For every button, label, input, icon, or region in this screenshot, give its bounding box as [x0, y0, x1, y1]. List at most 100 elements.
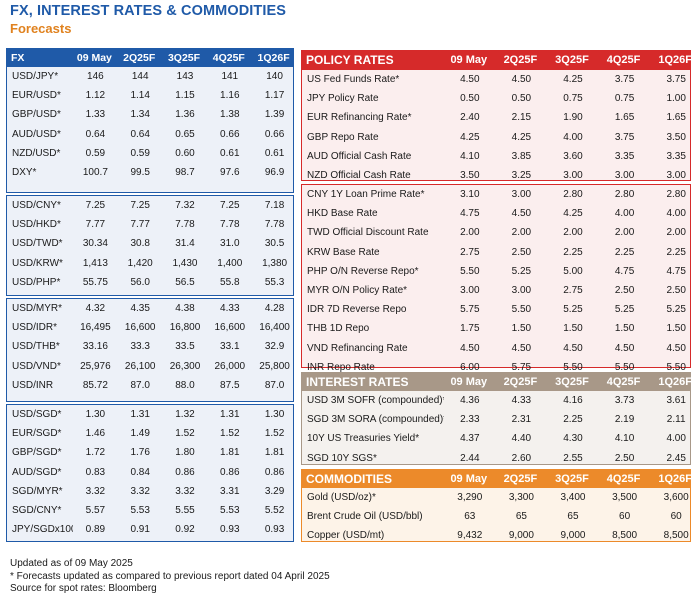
row-label: AUD/SGD*	[12, 466, 62, 478]
table-cell: 56.5	[175, 276, 195, 288]
footnote-source: Source for spot rates: Bloomberg	[10, 583, 157, 594]
table-cell: 16,400	[259, 322, 290, 334]
footnotes: Updated as of 09 May 2025 * Forecasts up…	[10, 558, 330, 596]
row-label: EUR/USD*	[12, 90, 61, 102]
table-cell: 4.38	[175, 303, 195, 315]
table-cell: 33.16	[82, 341, 108, 353]
row-label: SGD 10Y SGS*	[307, 452, 377, 464]
row-label: HKD Base Rate	[307, 208, 378, 220]
table-cell: 2.33	[460, 414, 480, 426]
table-cell: 1.31	[130, 409, 150, 421]
table-cell: 1.00	[666, 93, 686, 105]
table-cell: 4.50	[614, 342, 635, 354]
table-cell: 7.77	[130, 219, 150, 231]
table-cell: 1.33	[85, 109, 106, 121]
fx-group-sgd-crosses: USD/SGD* 1.30 1.31 1.32 1.31 1.30 EUR/SGD* 1.46…	[6, 404, 294, 542]
fx-group-north-asia: USD/CNY* 7.25 7.25 7.32 7.25 7.18 USD/HKD* 7.77…	[6, 195, 294, 296]
table-row: EUR/USD* 1.12 1.14 1.15 1.16 1.17	[7, 86, 297, 105]
row-label: USD/HKD*	[12, 219, 61, 231]
row-label: USD/IDR*	[12, 322, 58, 334]
commodities-header-label: COMMODITIES	[306, 471, 392, 486]
policy-rates-header-label: POLICY RATES	[306, 53, 394, 67]
table-row: HKD Base Rate 4.75 4.50 4.25 4.00 4.00	[302, 204, 700, 223]
row-label: USD/CNY*	[12, 200, 61, 212]
column-header: 3Q25F	[555, 54, 589, 66]
table-cell: 1.90	[563, 112, 583, 124]
table-cell: 85.72	[82, 379, 108, 391]
table-cell: 4.50	[563, 342, 583, 354]
table-cell: 0.66	[220, 128, 240, 140]
table-row: USD/INR 85.72 87.0 88.0 87.5 87.0	[7, 376, 297, 395]
row-label: GBP/SGD*	[12, 447, 62, 459]
table-cell: 30.5	[264, 238, 285, 250]
table-cell: 1,380	[262, 257, 288, 269]
table-cell: 1.39	[264, 109, 285, 121]
table-cell: 3.29	[264, 485, 285, 497]
table-row: USD/SGD* 1.30 1.31 1.32 1.31 1.30	[7, 405, 297, 424]
table-cell: 16,600	[124, 322, 156, 334]
table-cell: 1,400	[217, 257, 243, 269]
table-row: AUD/SGD* 0.83 0.84 0.86 0.86 0.86	[7, 463, 297, 482]
table-cell: 4.25	[511, 131, 532, 143]
table-cell: 1.34	[130, 109, 150, 121]
table-cell: 1.72	[85, 447, 106, 459]
table-cell: 3.32	[175, 485, 195, 497]
table-cell: 0.93	[220, 524, 240, 536]
table-cell: 2.80	[563, 189, 583, 201]
table-cell: 2.00	[614, 227, 635, 239]
table-cell: 7.32	[175, 200, 195, 212]
row-label: Brent Crude Oil (USD/bbl)	[307, 511, 423, 523]
table-cell: 31.0	[220, 238, 240, 250]
table-cell: 146	[87, 71, 104, 83]
table-cell: 4.28	[264, 303, 285, 315]
table-cell: 7.18	[264, 200, 285, 212]
table-cell: 4.25	[563, 208, 583, 220]
table-cell: 4.33	[220, 303, 240, 315]
row-label: DXY*	[12, 167, 37, 179]
table-cell: 5.55	[175, 505, 195, 517]
table-cell: 97.6	[220, 167, 240, 179]
table-cell: 0.59	[85, 147, 106, 159]
column-header: 2Q25F	[503, 54, 538, 66]
interest-rates-header-label: INTEREST RATES	[306, 374, 409, 389]
row-label: US Fed Funds Rate*	[307, 74, 400, 86]
table-cell: 1.52	[175, 428, 195, 440]
table-cell: 4.50	[511, 74, 532, 86]
table-cell: 2.19	[614, 414, 635, 426]
table-cell: 3.50	[666, 131, 686, 143]
table-cell: 0.65	[175, 128, 195, 140]
table-cell: 4.50	[460, 74, 480, 86]
column-header: 1Q26F	[658, 375, 692, 388]
row-label: USD/THB*	[12, 341, 60, 353]
table-cell: 60	[670, 511, 682, 523]
row-label: NZD Official Cash Rate	[307, 170, 411, 182]
table-cell: 30.34	[82, 238, 108, 250]
table-cell: 4.00	[563, 131, 583, 143]
table-cell: 3.75	[666, 74, 686, 86]
table-cell: 9,000	[560, 530, 586, 542]
row-label: Copper (USD/mt)	[307, 530, 385, 542]
table-cell: 3.10	[460, 189, 480, 201]
table-row: IDR 7D Reverse Repo 5.75 5.50 5.25 5.25 5.25	[302, 300, 700, 319]
table-cell: 16,800	[169, 322, 201, 334]
table-cell: 2.00	[666, 227, 686, 239]
column-header: 09 May	[450, 472, 488, 485]
column-header: 3Q25F	[555, 375, 589, 388]
table-cell: 3.50	[460, 170, 480, 182]
table-cell: 5.53	[130, 505, 150, 517]
table-cell: 63	[464, 511, 476, 523]
table-row: USD/TWD* 30.34 30.8 31.4 31.0 30.5	[7, 234, 297, 253]
table-cell: 1.15	[175, 90, 195, 102]
table-cell: 2.00	[511, 227, 532, 239]
row-label: SGD/CNY*	[12, 505, 62, 517]
table-row: AUD/USD* 0.64 0.64 0.65 0.66 0.66	[7, 125, 297, 144]
table-cell: 0.92	[175, 524, 195, 536]
table-row: Gold (USD/oz)* 3,290 3,300 3,400 3,500 3,600	[302, 488, 700, 507]
table-cell: 4.33	[511, 395, 532, 407]
table-cell: 5.25	[666, 304, 686, 316]
table-cell: 3,600	[663, 492, 689, 504]
table-cell: 5.52	[264, 505, 285, 517]
table-cell: 4.25	[460, 131, 480, 143]
table-cell: 7.25	[220, 200, 240, 212]
